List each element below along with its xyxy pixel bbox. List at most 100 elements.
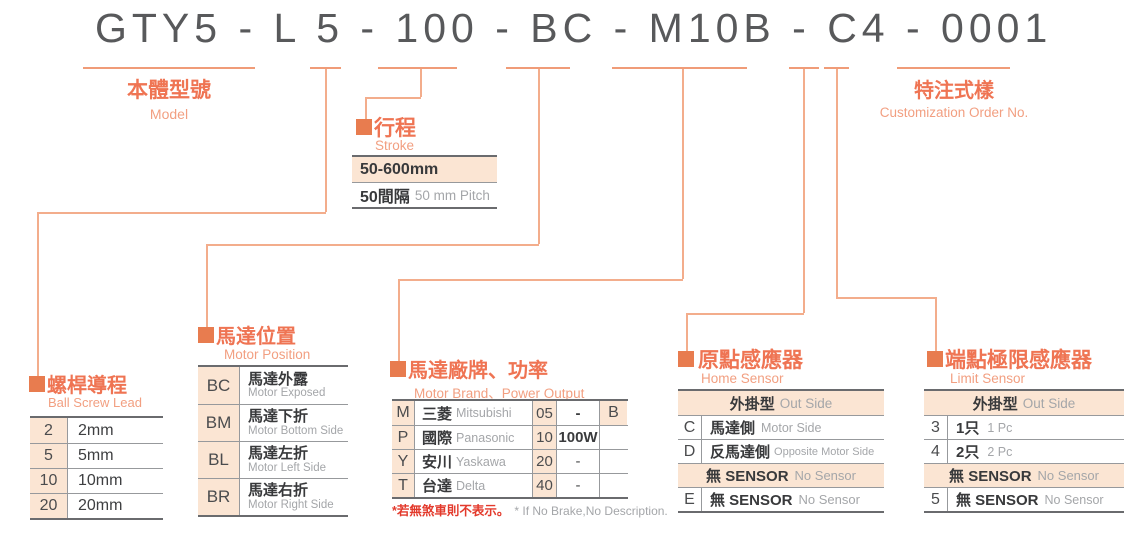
brand-bullet-icon <box>390 361 406 377</box>
power-value: - <box>557 401 600 425</box>
brand-code: Y <box>392 450 415 473</box>
underline-lead <box>310 67 341 69</box>
table-row: BR 馬達右折 Motor Right Side <box>198 478 348 515</box>
home-table: 外掛型 Out Side C 馬達側 Motor Side D 反馬達側 Opp… <box>678 389 884 513</box>
brake-code: B <box>600 401 627 425</box>
connector-home-v1 <box>803 69 805 313</box>
stroke-table: 50-600mm 50間隔 50 mm Pitch <box>352 155 497 209</box>
model-code-text: GTY5 - L 5 - 100 - BC - M10B - C4 - 0001 <box>95 5 1053 51</box>
underline-customization <box>897 67 1010 69</box>
limit-zh: 2只 <box>956 444 980 461</box>
brand-en: Yaskawa <box>456 454 506 469</box>
table-row: 50-600mm <box>352 157 497 182</box>
table-row: 20 20mm <box>30 493 163 518</box>
home-en: No Sensor <box>798 492 860 507</box>
brand-footnote: *若無煞車則不表示。 * If No Brake,No Description. <box>392 500 668 520</box>
lead-code: 2 <box>30 418 68 443</box>
lead-code: 10 <box>30 469 68 493</box>
brand-zh: 三菱 <box>422 405 453 423</box>
motorpos-code: BC <box>198 367 240 404</box>
table-row: 外掛型 Out Side <box>678 391 884 415</box>
table-row: 5 5mm <box>30 443 163 468</box>
table-row: C 馬達側 Motor Side <box>678 415 884 439</box>
connector-lead-v2 <box>37 212 39 376</box>
connector-stroke-v1 <box>420 69 422 97</box>
brand-table: M 三菱 Mitsubishi 05 - B P 國際 Panasonic 10 1… <box>392 399 628 499</box>
model-title-zh: 本體型號 <box>127 79 211 102</box>
power-value: - <box>557 450 600 473</box>
motorpos-title-zh: 馬達位置 <box>216 326 296 348</box>
lead-value: 2mm <box>78 421 114 439</box>
connector-limit-v2 <box>935 297 937 351</box>
table-row: 5 無 SENSOR No Sensor <box>924 487 1124 511</box>
home-code: E <box>678 488 702 511</box>
table-row: 50間隔 50 mm Pitch <box>352 182 497 207</box>
table-row: 無 SENSOR No Sensor <box>924 463 1124 487</box>
home-en: Motor Side <box>761 420 822 435</box>
brand-zh: 安川 <box>422 454 453 471</box>
home-en: Opposite Motor Side <box>774 445 875 458</box>
table-row: P 國際 Panasonic 10 100W <box>392 425 628 449</box>
motorpos-en: Motor Bottom Side <box>248 424 344 437</box>
power-value: - <box>557 474 600 497</box>
underline-model <box>83 67 255 69</box>
table-row: D 反馬達側 Opposite Motor Side <box>678 439 884 463</box>
limit-type-en: Out Side <box>1022 395 1076 411</box>
brand-en: Mitsubishi <box>456 406 512 420</box>
limit-en: 1 Pc <box>987 420 1013 435</box>
limit-code: 4 <box>924 440 948 463</box>
connector-stroke-h <box>365 97 421 99</box>
lead-title-zh: 螺桿導程 <box>47 375 127 397</box>
connector-lead-v1 <box>325 69 327 212</box>
limit-en: No Sensor <box>1044 492 1104 507</box>
table-row: BL 馬達左折 Motor Left Side <box>198 441 348 478</box>
connector-limit-v1 <box>836 69 838 297</box>
limit-bullet-icon <box>927 351 943 367</box>
lead-code: 5 <box>30 444 68 468</box>
motorpos-zh: 馬達右折 <box>248 482 309 500</box>
brand-zh: 台達 <box>422 478 453 495</box>
home-title-en: Home Sensor <box>701 371 784 386</box>
brand-zh: 國際 <box>422 430 453 447</box>
section-customization: 特注式樣 Customization Order No. <box>860 74 1048 120</box>
underline-home-sensor <box>789 67 819 69</box>
limit-code: 5 <box>924 488 948 511</box>
motorpos-code: BR <box>198 479 240 515</box>
connector-motorpos-v2 <box>206 244 208 327</box>
limit-title-zh: 端點極限感應器 <box>945 349 1092 372</box>
underline-motor-brand <box>612 67 747 69</box>
stroke-pitch-zh: 50間隔 <box>360 189 410 206</box>
customization-title-zh: 特注式樣 <box>914 80 994 102</box>
table-row: E 無 SENSOR No Sensor <box>678 487 884 511</box>
power-value: 100W <box>557 426 600 449</box>
table-row: 2 2mm <box>30 418 163 443</box>
lead-value: 10mm <box>78 472 123 489</box>
connector-home-v2 <box>686 313 688 351</box>
limit-en: 2 Pc <box>987 444 1013 459</box>
lead-code: 20 <box>30 494 68 518</box>
power-code: 10 <box>533 426 557 449</box>
motorpos-code: BM <box>198 405 240 441</box>
connector-lead-h <box>37 212 326 214</box>
lead-value: 5mm <box>78 447 114 464</box>
home-none-en: No Sensor <box>794 468 856 483</box>
connector-home-h <box>686 313 804 315</box>
table-row: M 三菱 Mitsubishi 05 - B <box>392 401 628 425</box>
motorpos-title-en: Motor Position <box>224 347 311 362</box>
limit-title-en: Limit Sensor <box>950 371 1026 386</box>
brand-title-zh: 馬達廠牌、功率 <box>408 360 548 382</box>
brake-code <box>600 426 627 449</box>
underline-limit-sensor <box>824 67 849 69</box>
brand-code: M <box>392 401 415 425</box>
connector-limit-h <box>836 297 936 299</box>
home-code: C <box>678 416 702 439</box>
stroke-title-zh: 行程 <box>374 117 416 140</box>
home-none-zh: 無 SENSOR <box>706 468 789 485</box>
stroke-pitch-en: 50 mm Pitch <box>414 187 490 203</box>
motorpos-code: BL <box>198 442 240 478</box>
power-code: 05 <box>533 401 557 425</box>
table-row: 3 1只 1 Pc <box>924 415 1124 439</box>
motorpos-bullet-icon <box>198 327 214 343</box>
table-row: BC 馬達外露 Motor Exposed <box>198 367 348 404</box>
